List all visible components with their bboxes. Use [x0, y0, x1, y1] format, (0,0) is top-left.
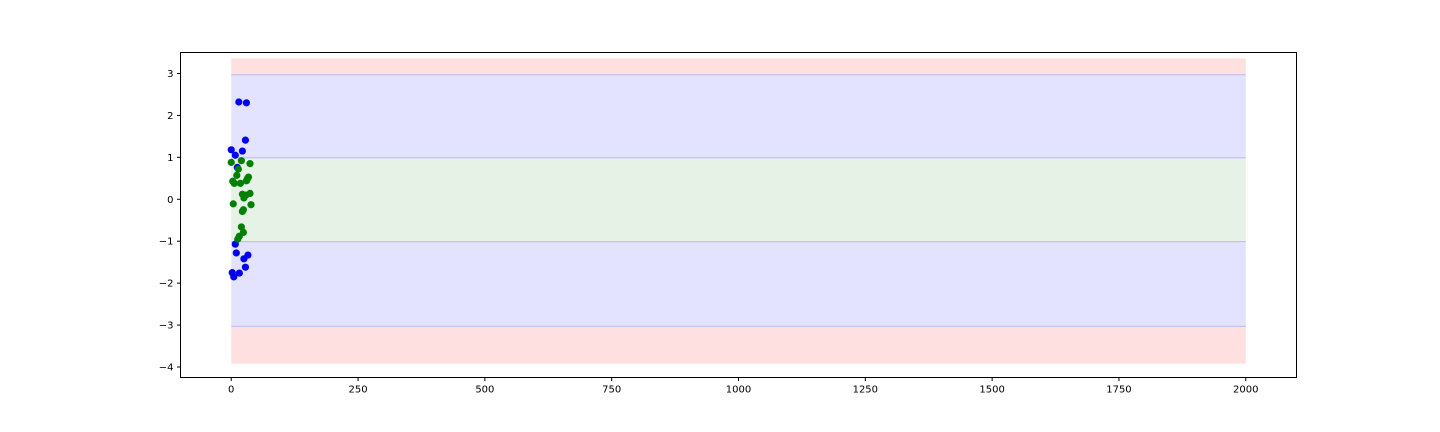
point-s1-7 — [236, 179, 244, 187]
point-s0-3 — [227, 146, 235, 154]
y-axis: 3 2 1 0 −1 −2 −3 −4 — [159, 69, 181, 374]
point-s1-1 — [246, 160, 254, 168]
point-s1-22 — [234, 235, 242, 243]
x-tick-label: 1250 — [853, 385, 878, 396]
point-s0-5 — [231, 151, 239, 159]
point-s1-16 — [247, 201, 255, 209]
point-s1-15 — [229, 200, 237, 208]
y-tick-label: −1 — [159, 237, 174, 248]
y-tick-label: −4 — [159, 363, 174, 374]
point-s0-1 — [242, 99, 251, 107]
point-s1-0 — [227, 158, 235, 166]
point-s0-11 — [241, 263, 250, 271]
band-4 — [231, 157, 1246, 242]
point-s0-0 — [235, 98, 243, 106]
band-1 — [231, 326, 1246, 364]
x-tick-label: 1000 — [726, 385, 751, 396]
point-s0-12 — [235, 269, 243, 277]
band-layer — [231, 58, 1246, 364]
point-s1-13 — [246, 189, 254, 198]
y-tick-label: 1 — [167, 153, 173, 164]
band-3 — [231, 241, 1246, 327]
x-tick-label: 1750 — [1106, 385, 1131, 396]
x-tick-label: 750 — [602, 385, 621, 396]
point-s1-10 — [243, 175, 252, 183]
y-tick-label: 0 — [167, 195, 173, 206]
point-s1-8 — [230, 179, 238, 187]
point-s1-4 — [233, 171, 241, 179]
points-layer — [227, 98, 255, 281]
x-tick-label: 2000 — [1233, 385, 1258, 396]
x-tick-label: 0 — [228, 385, 234, 396]
point-s1-18 — [238, 207, 246, 216]
band-2 — [231, 74, 1246, 158]
point-s1-14 — [240, 194, 248, 202]
x-axis: 0 250 500 750 1000 1250 1500 1750 2000 — [228, 377, 1258, 396]
point-s0-10 — [240, 255, 248, 263]
y-tick-label: −3 — [159, 321, 174, 332]
y-tick-label: 2 — [167, 111, 173, 122]
point-s0-8 — [232, 249, 240, 257]
point-s0-4 — [238, 147, 246, 155]
point-s0-2 — [241, 136, 250, 144]
y-tick-label: 3 — [167, 69, 173, 80]
band-0 — [231, 58, 1246, 75]
point-s1-3 — [234, 165, 242, 173]
point-s1-2 — [237, 157, 245, 165]
x-tick-label: 250 — [348, 385, 367, 396]
point-s0-14 — [230, 273, 238, 281]
point-s1-19 — [237, 223, 245, 231]
x-tick-label: 500 — [475, 385, 494, 396]
x-tick-label: 1500 — [979, 385, 1004, 396]
y-tick-label: −2 — [159, 279, 174, 290]
